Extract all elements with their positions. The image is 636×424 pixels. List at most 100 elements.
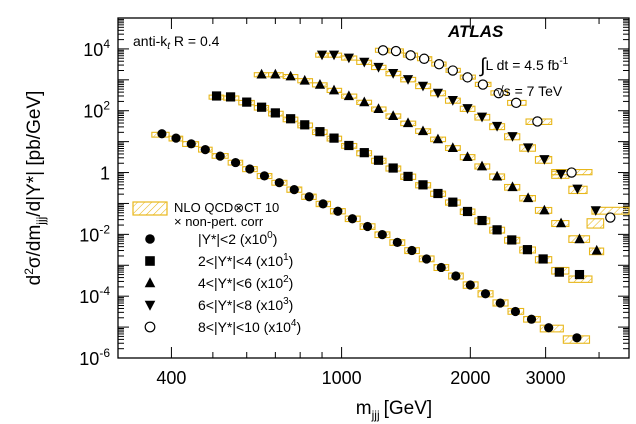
data-point [591,244,602,255]
data-point [289,185,299,195]
data-point [314,79,326,89]
data-point [495,298,505,308]
y-tick-label: 10-4 [79,284,110,307]
data-point [304,192,314,202]
data-point [462,206,473,217]
legend-label: 6<|Y*|<8 (x103) [198,296,293,313]
data-point [388,110,399,121]
data-point [590,206,601,216]
data-point [316,50,328,61]
data-point [462,104,473,114]
data-point [417,125,429,136]
data-point [476,112,488,123]
data-point [392,237,402,247]
data-point [242,97,252,107]
data-point [507,235,517,245]
data-point [574,269,585,280]
data-point [480,289,491,299]
data-point [403,171,413,182]
data-point [510,306,521,317]
energy-label: √s = 7 TeV [496,83,563,99]
data-point [555,169,567,180]
data-point [285,70,296,81]
data-point [225,92,236,102]
data-point [510,97,522,109]
data-point [186,139,196,149]
data-point [491,121,503,132]
data-point [433,188,443,199]
legend-entries: |Y*|<2 (x100) 2<|Y*|<4 (x101) 4<|Y*|<6 (x1… [144,230,301,335]
legend-label: 4<|Y*|<6 (x102) [198,274,293,291]
data-point [318,199,328,209]
data-point [539,155,550,165]
experiment-label: ATLAS [447,22,504,41]
legend-label: |Y*|<2 (x100) [198,230,277,247]
data-point [538,254,548,264]
data-point [171,133,181,143]
legend-theory-sublabel: × non-pert. corr [174,214,264,229]
theory-band-bin [586,218,605,229]
legend-theory-label: NLO QCD⊗CT 10 [174,200,279,215]
data-point [523,143,534,154]
y-tick-label: 1 [100,164,110,184]
legend-marker [145,234,155,244]
data-point [299,74,310,85]
x-tick-label: 2000 [450,368,490,388]
data-point [447,142,458,152]
y-axis-label: d2σ/dmjjj/d|Y*| [pb/GeV] [22,91,48,286]
data-point [405,50,416,61]
axis-ticks [117,17,629,359]
data-point [476,160,488,171]
data-point [572,184,583,195]
data-point [402,75,414,85]
luminosity-label: ∫L dt = 4.5 fb-1 [479,55,569,77]
data-point [572,333,582,343]
data-point [286,114,296,124]
data-point [388,68,399,79]
data-point [462,151,473,162]
jet-algorithm-label: anti-kt R = 0.4 [133,33,220,52]
data-point [418,53,430,64]
data-point [388,163,398,173]
data-point [418,180,428,190]
data-point [362,221,373,232]
data-point [432,88,444,99]
x-tick-label: 400 [156,368,186,388]
legend-label: 2<|Y*|<4 (x101) [198,252,293,269]
y-tick-labels: 10-6 10-4 10-2 1 102 104 [79,37,110,369]
legend-label: 8<|Y*|<10 (x104) [198,318,301,335]
y-tick-label: 102 [83,99,110,122]
data-point [433,59,445,70]
data-point [532,116,543,127]
data-point [477,215,487,226]
data-point [315,127,325,137]
data-point [245,164,255,174]
data-point [523,192,534,203]
legend: NLO QCD⊗CT 10 × non-pert. corr |Y*|<2 (x… [132,200,301,335]
data-point [274,178,284,188]
data-point [522,245,533,255]
data-point [447,96,458,106]
data-point [200,145,210,155]
data-point [491,170,503,181]
data-point [448,197,458,207]
data-point [256,68,267,79]
data-point [211,91,222,101]
data-point [270,108,280,118]
legend-marker [145,256,155,266]
data-point [256,102,267,112]
x-tick-label: 3000 [526,368,566,388]
data-point [333,206,343,216]
data-point [421,254,432,264]
legend-marker [144,300,156,311]
data-points [157,45,616,343]
data-point [447,65,459,76]
data-point [343,53,354,64]
data-point [432,133,444,144]
data-point [373,155,384,165]
y-tick-label: 10-6 [79,346,110,369]
data-point [157,129,167,139]
data-point [462,72,473,83]
legend-marker [144,321,156,333]
